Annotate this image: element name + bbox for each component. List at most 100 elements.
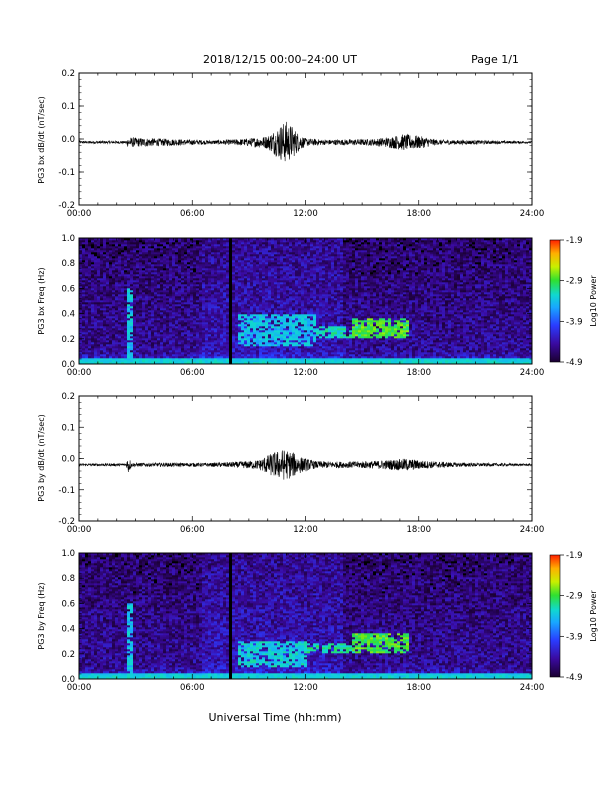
spectrogram-cell [265,344,269,347]
spectrogram-cell [121,270,125,273]
spectrogram-cell [199,334,203,337]
spectrogram-cell [232,362,236,365]
spectrogram-cell [262,298,266,301]
spectrogram-cell [217,320,221,323]
spectrogram-cell [289,324,293,327]
spectrogram-cell [121,288,125,291]
spectrogram-cell [130,278,134,281]
spectrogram-cell [232,316,236,319]
spectrogram-cell [298,296,302,299]
spectrogram-cell [226,300,230,303]
spectrogram-cell [169,294,173,297]
spectrogram-cell [211,270,215,273]
spectrogram-cell [142,330,146,333]
panel-bx-spectrogram: 00:00 06:00 12:00 18:00 24:001.00.80.60.40.2… [37,234,598,378]
spectrogram-cell [277,238,281,241]
spectrogram-cell [205,330,209,333]
spectrogram-cell [265,346,269,349]
spectrogram-cell [145,284,149,287]
spectrogram-cell [265,276,269,279]
spectrogram-cell [265,306,269,309]
spectrogram-cell [157,284,161,287]
spectrogram-cell [85,316,89,319]
spectrogram-cell [301,310,305,313]
spectrogram-cell [226,278,230,281]
spectrogram-cell [163,250,167,253]
spectrogram-cell [187,262,191,265]
spectrogram-cell [139,300,143,303]
spectrogram-cell [85,362,89,365]
spectrogram-cell [208,324,212,327]
spectrogram-cell [238,246,242,249]
spectrogram-cell [157,294,161,297]
spectrogram-cell [139,242,143,245]
spectrogram-cell [274,360,278,363]
spectrogram-cell [301,352,305,355]
spectrogram-cell [115,248,119,251]
spectrogram-cell [148,250,152,253]
spectrogram-cell [85,356,89,359]
spectrogram-cell [307,334,311,337]
spectrogram-cell [115,298,119,301]
spectrogram-cell [232,320,236,323]
spectrogram-cell [298,310,302,313]
spectrogram-cell [190,272,194,275]
spectrogram-cell [100,312,104,315]
spectrogram-cell [94,340,98,343]
spectrogram-cell [94,338,98,341]
spectrogram-cell [208,334,212,337]
spectrogram-cell [142,334,146,337]
spectrogram-cell [133,342,137,345]
spectrogram-cell [82,292,86,295]
spectrogram-cell [220,352,224,355]
spectrogram-cell [178,300,182,303]
spectrogram-cell [238,286,242,289]
spectrogram-cell [109,324,113,327]
spectrogram-cell [109,250,113,253]
spectrogram-cell [166,272,170,275]
spectrogram-cell [91,310,95,313]
spectrogram-cell [241,246,245,249]
spectrogram-cell [169,338,173,341]
spectrogram-cell [160,320,164,323]
spectrogram-cell [274,248,278,251]
spectrogram-cell [244,240,248,243]
spectrogram-cell [187,336,191,339]
spectrogram-cell [259,284,263,287]
spectrogram-cell [217,270,221,273]
spectrogram-cell [160,322,164,325]
spectrogram-cell [244,272,248,275]
spectrogram-cell [175,268,179,271]
spectrogram-cell [220,304,224,307]
spectrogram-cell [247,284,251,287]
spectrogram-cell [277,306,281,309]
spectrogram-cell [241,326,245,329]
spectrogram-cell [172,280,176,283]
spectrogram-cell [274,300,278,303]
spectrogram-cell [133,360,137,363]
spectrogram-cell [199,342,203,345]
spectrogram-cell [130,300,134,303]
spectrogram-cell [187,334,191,337]
spectrogram-cell [178,352,182,355]
spectrogram-cell [181,314,185,317]
spectrogram-cell [262,270,266,273]
spectrogram-cell [133,300,137,303]
spectrogram-cell [181,272,185,275]
spectrogram-cell [205,316,209,319]
spectrogram-cell [256,284,260,287]
spectrogram-cell [307,358,311,361]
spectrogram-cell [154,302,158,305]
spectrogram-cell [217,292,221,295]
spectrogram-cell [253,358,257,361]
spectrogram-cell [115,328,119,331]
spectrogram-cell [142,320,146,323]
spectrogram-cell [175,246,179,249]
spectrogram-cell [178,290,182,293]
spectrogram-cell [151,348,155,351]
spectrogram-cell [133,328,137,331]
spectrogram-cell [127,320,131,323]
spectrogram-cell [199,244,203,247]
spectrogram-cell [271,320,275,323]
spectrogram-cell [181,238,185,241]
